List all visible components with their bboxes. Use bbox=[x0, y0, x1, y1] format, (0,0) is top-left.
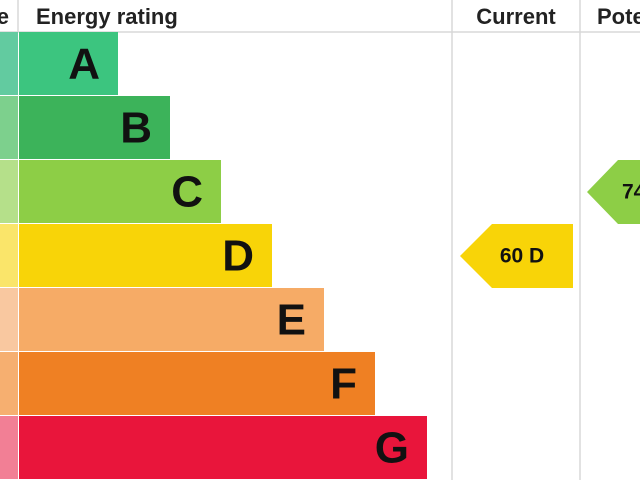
current-arrow bbox=[460, 224, 573, 288]
score-strip bbox=[0, 32, 18, 95]
band-letter: G bbox=[375, 424, 409, 473]
band-bar bbox=[19, 352, 375, 415]
band-letter: B bbox=[120, 104, 152, 153]
band-bar bbox=[19, 32, 118, 95]
band-letter: D bbox=[222, 232, 254, 281]
score-header: e bbox=[0, 4, 9, 29]
current-label: 60 D bbox=[500, 245, 544, 268]
band-letter: E bbox=[277, 296, 306, 345]
score-strip bbox=[0, 288, 18, 351]
score-strip bbox=[0, 416, 18, 479]
band-bar bbox=[19, 224, 272, 287]
band-bar bbox=[19, 288, 324, 351]
band-letter: A bbox=[68, 40, 100, 89]
score-strip bbox=[0, 352, 18, 415]
band-bar bbox=[19, 160, 221, 223]
score-strip bbox=[0, 96, 18, 159]
band-bar bbox=[19, 96, 170, 159]
score-strip bbox=[0, 160, 18, 223]
potential-header: Pote bbox=[597, 4, 640, 29]
rating-header: Energy rating bbox=[36, 4, 178, 29]
band-letter: F bbox=[330, 360, 357, 409]
current-header: Current bbox=[476, 4, 556, 29]
potential-label: 74 bbox=[622, 181, 640, 204]
band-bar bbox=[19, 416, 427, 479]
band-letter: C bbox=[171, 168, 203, 217]
score-strip bbox=[0, 224, 18, 287]
potential-arrow bbox=[587, 160, 640, 224]
